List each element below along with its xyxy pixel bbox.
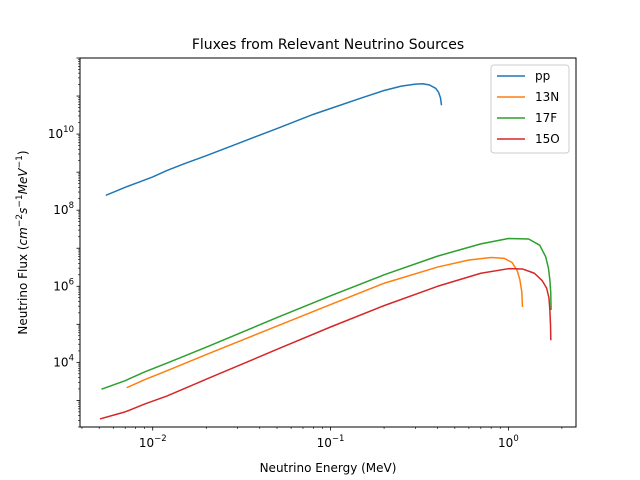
y-tick-base: 10 — [48, 127, 63, 141]
x-tick-base: 10 — [139, 436, 154, 450]
y-tick-label: 106 — [53, 277, 74, 293]
axes-frame — [79, 57, 577, 428]
series-line-15O — [99, 267, 552, 420]
series-line-17F — [101, 237, 552, 390]
series-line-pp — [105, 83, 443, 197]
x-tick-label: 10−1 — [317, 434, 345, 450]
y-tick-exponent: 4 — [69, 353, 74, 363]
chart-title: Fluxes from Relevant Neutrino Sources — [192, 37, 464, 53]
y-axis-title-cm: cm — [16, 227, 30, 245]
y-axis-title-s: s — [16, 208, 30, 214]
x-axis: 10−2 10−1 100 — [81, 427, 563, 450]
legend-frame — [490, 64, 570, 154]
y-tick-base: 10 — [53, 355, 68, 369]
y-axis-title-cm-exp: −2 — [15, 214, 25, 227]
y-axis-title-prefix: Neutrino Flux ( — [16, 245, 30, 334]
y-tick-base: 10 — [53, 279, 68, 293]
y-axis-title-s-exp: −1 — [15, 194, 25, 207]
x-tick-exponent: −2 — [154, 434, 167, 444]
x-tick-exponent: −1 — [332, 434, 345, 444]
y-axis-title-mev: MeV — [16, 168, 30, 195]
legend-label-17F: 17F — [535, 111, 557, 125]
y-axis-title: Neutrino Flux (cm−2s−1MeV−1) — [15, 150, 30, 334]
x-tick-base: 10 — [498, 436, 513, 450]
legend-label-13N: 13N — [535, 90, 559, 104]
y-axis-title-suffix: ) — [16, 150, 30, 155]
y-tick-label: 104 — [53, 353, 74, 369]
y-tick-base: 10 — [53, 203, 68, 217]
y-tick-label: 1010 — [48, 125, 74, 141]
legend: pp 13N 17F 15O — [490, 64, 570, 154]
x-axis-title: Neutrino Energy (MeV) — [260, 461, 397, 475]
y-tick-exponent: 6 — [69, 277, 74, 287]
series-line-13N — [126, 256, 524, 389]
x-tick-base: 10 — [317, 436, 332, 450]
y-tick-exponent: 10 — [63, 125, 74, 135]
legend-label-pp: pp — [535, 69, 550, 83]
series-layer — [99, 83, 552, 420]
y-tick-label: 108 — [53, 201, 74, 217]
legend-label-15O: 15O — [535, 132, 560, 146]
x-tick-label: 100 — [498, 434, 519, 450]
x-tick-exponent: 0 — [513, 434, 518, 444]
x-tick-label: 10−2 — [139, 434, 167, 450]
y-tick-exponent: 8 — [69, 201, 74, 211]
y-axis-title-mev-exp: −1 — [15, 155, 25, 168]
